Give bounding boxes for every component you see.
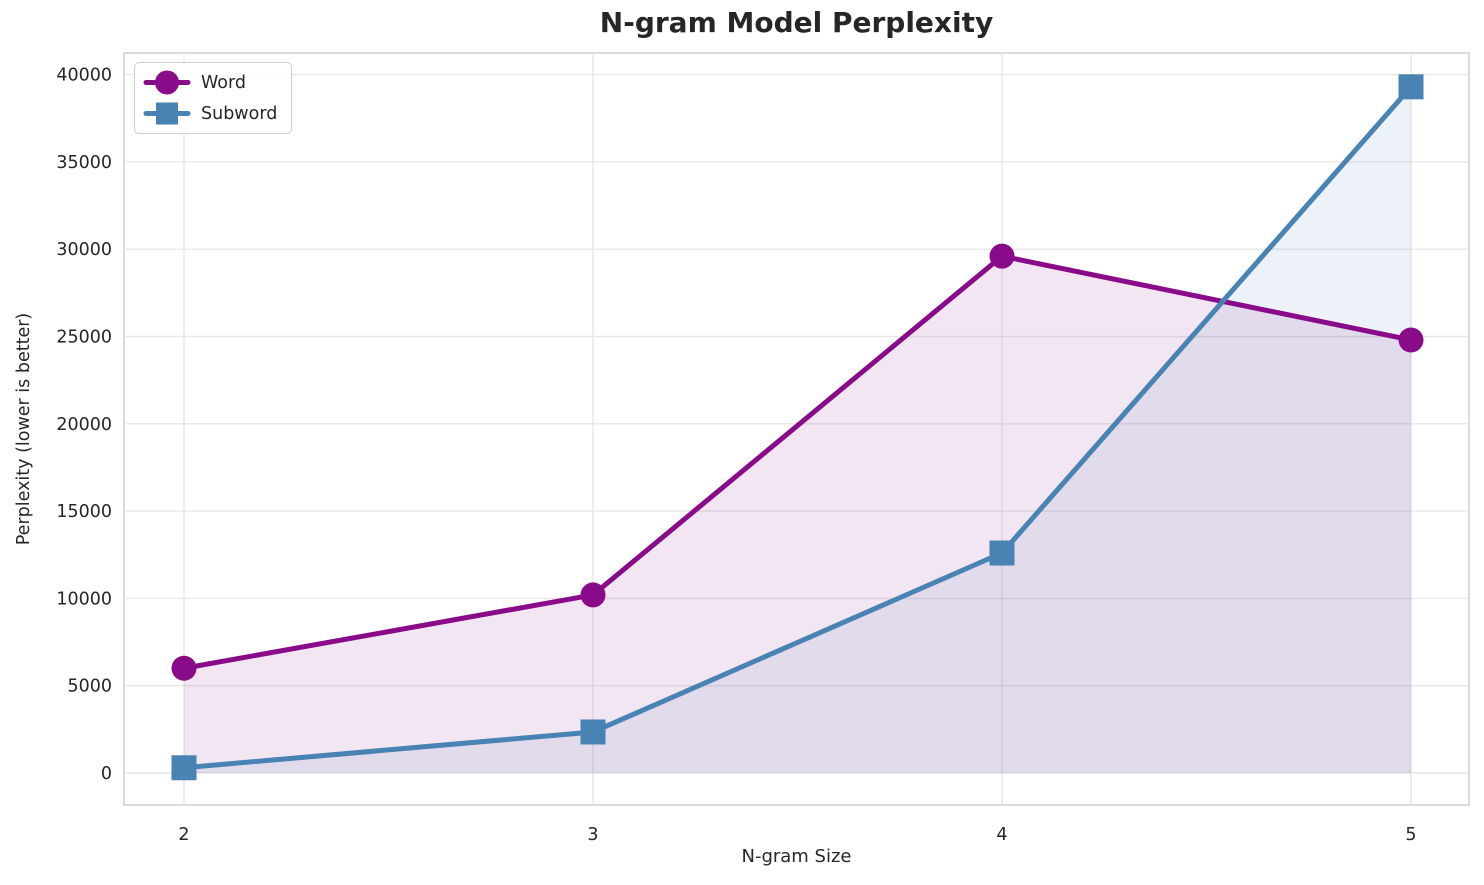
y-tick-label: 10000 <box>56 589 112 609</box>
x-tick-label: 4 <box>996 825 1007 845</box>
y-axis-label: Perplexity (lower is better) <box>14 312 34 546</box>
legend: Word Subword <box>134 62 293 134</box>
word-area <box>184 256 1411 774</box>
word-marker <box>580 582 606 608</box>
x-axis-label: N-gram Size <box>741 846 852 867</box>
x-tick-label: 5 <box>1405 825 1416 845</box>
subword-marker <box>171 755 197 781</box>
word-marker <box>1398 327 1424 353</box>
legend-label-word: Word <box>201 72 246 93</box>
subword-line <box>181 84 1414 771</box>
y-tick-label: 15000 <box>56 502 112 522</box>
x-tick-label: 3 <box>587 825 598 845</box>
subword-marker <box>1398 74 1424 100</box>
legend-item-word: Word <box>143 68 277 97</box>
subword-marker <box>580 719 606 745</box>
word-legend-marker-icon <box>143 70 191 95</box>
word-marker <box>171 655 197 681</box>
word-line <box>181 253 1414 671</box>
x-tick-label: 2 <box>178 825 189 845</box>
legend-label-subword: Subword <box>201 103 278 124</box>
y-tick-label: 35000 <box>56 153 112 173</box>
word-legend-circle-icon <box>155 70 179 95</box>
word-marker <box>989 243 1015 269</box>
subword-legend-marker-icon <box>143 102 191 125</box>
y-tick-label: 20000 <box>56 415 112 435</box>
subword-area <box>184 86 1411 773</box>
legend-item-subword: Subword <box>143 99 277 128</box>
y-tick-label: 0 <box>101 764 112 784</box>
y-tick-label: 25000 <box>56 328 112 348</box>
subword-marker <box>989 540 1015 566</box>
chart-title: N-gram Model Perplexity <box>599 6 994 39</box>
subword-legend-square-icon <box>156 102 178 125</box>
y-tick-label: 30000 <box>56 240 112 260</box>
y-tick-label: 5000 <box>67 677 112 697</box>
y-tick-label: 40000 <box>56 66 112 86</box>
